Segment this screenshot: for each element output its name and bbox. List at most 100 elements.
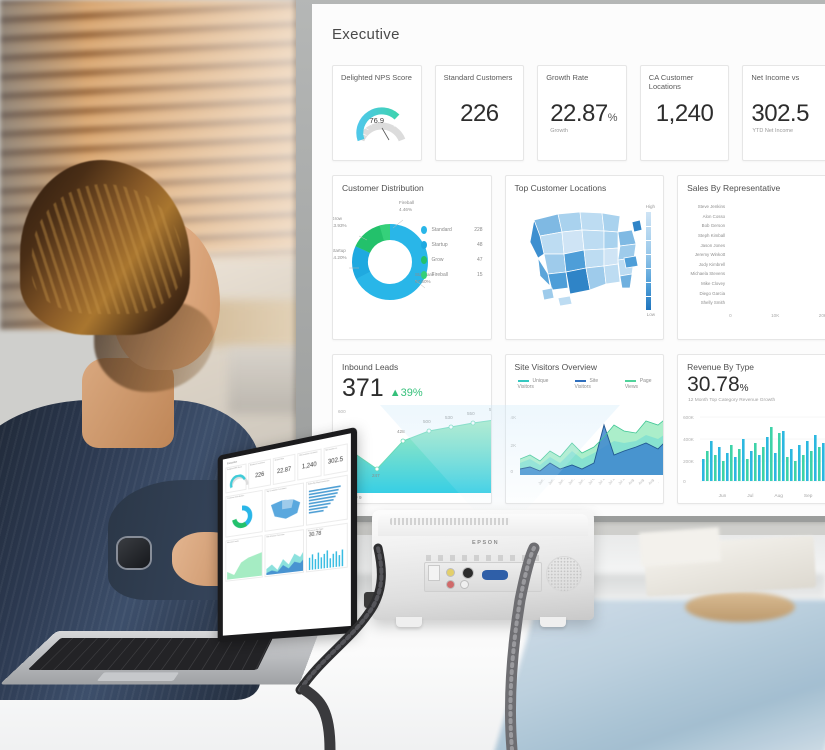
mini-bottom-row: Inbound Leads Site Visitors Overview (225, 522, 348, 582)
kpi-label: Net Income vs (751, 73, 800, 82)
x-tick: 10K (771, 313, 780, 318)
y-tick: 0 (510, 469, 514, 474)
panel-inbound-leads[interactable]: Inbound Leads 371 ▲39% 600 (332, 354, 492, 504)
svg-text:Jul 20: Jul 20 (607, 479, 616, 486)
kpi-card-growth-rate[interactable]: Growth Rate 22.87% Growth (537, 65, 627, 161)
legend-label: Site Visitors (574, 378, 599, 390)
revenue-bar-chart (700, 416, 825, 482)
x-tick: Sep (803, 494, 813, 499)
projection-screen: Executive Delighted NPS Score (312, 4, 825, 516)
rca-audio-right-port[interactable] (446, 580, 455, 589)
mini-kpi-standard: Standard Customers 226 (248, 458, 271, 490)
legend-item: Fireball 15 (420, 271, 483, 279)
panel-revenue-by-type[interactable]: Revenue By Type 30.78% 12 Month Top Cate… (677, 354, 825, 504)
us-map-chart (528, 202, 646, 315)
legend-swatch-icon (420, 226, 427, 234)
mini-kpi-ca: CA Customer Locations 1,240 (297, 448, 322, 481)
bar-label: Mike Clovey (701, 281, 726, 287)
bar-label: Jeremy Winkott (694, 252, 726, 258)
projector-power-connector[interactable] (364, 592, 378, 608)
svg-text:Jun 1: Jun 1 (537, 479, 546, 486)
panel-title: Revenue By Type (687, 362, 755, 372)
paper-sheet (638, 527, 722, 567)
kpi-number: 22.87 (550, 100, 608, 127)
inbound-leads-value: 371 ▲39% (333, 372, 491, 403)
mini-kpi-label: Growth Rate (274, 457, 284, 462)
usb-port[interactable] (428, 565, 440, 581)
legend-item: Site Visitors (574, 378, 613, 390)
vga-port[interactable] (482, 570, 508, 580)
panel-site-visitors[interactable]: Site Visitors Overview Unique Visitors S… (504, 354, 665, 504)
bar-x-axis: 0 10K 20K (729, 313, 825, 318)
svg-text:Aug 3: Aug 3 (627, 479, 636, 486)
bar-label: Jason Jones (700, 242, 726, 248)
bar-row: Diego Garcia (686, 288, 825, 298)
kpi-card-standard-customers[interactable]: Standard Customers 226 (434, 65, 525, 161)
mini-middle-row: Customer Distribution Top Customer Locat… (225, 474, 348, 538)
map-legend-high-label: High (645, 204, 656, 209)
rca-video-port[interactable] (446, 568, 455, 577)
bar-row: Steph Kimball (686, 231, 825, 241)
delta-badge: ▲39% (389, 387, 423, 399)
mini-panel-visitors: Site Visitors Overview (264, 529, 305, 578)
revenue-x-axis: Jun Jul Aug Sep (708, 494, 823, 499)
legend-swatch-icon (574, 379, 586, 382)
svg-text:Jul 27: Jul 27 (617, 479, 626, 486)
panel-top-customer-locations[interactable]: Top Customer Locations (504, 175, 665, 340)
mini-panel-map: Top Customer Locations (264, 482, 305, 532)
point-label: 550 (467, 411, 475, 416)
svideo-port[interactable] (462, 567, 474, 579)
mini-kpi-value: 22.87 (276, 466, 292, 476)
projector: EPSON (364, 510, 594, 627)
bar-row: Jody Kimbrell (686, 260, 825, 270)
panel-sales-by-representative[interactable]: Sales By Representative Steve Jenkins Al… (677, 175, 825, 340)
mini-kpi-value: 226 (255, 471, 265, 480)
mini-panel-title: Inbound Leads (227, 540, 239, 545)
panel-title: Site Visitors Overview (514, 362, 598, 372)
point-label: 530 (445, 415, 453, 420)
mini-kpi-label: Delighted NPS Score (227, 466, 242, 471)
site-visitors-x-axis: Jun 1 Jun 8 Jun 15 Jun 22 Jun 29 Jul 6 J… (536, 479, 659, 501)
bar-label: Michaela Stevens (690, 271, 726, 277)
sales-bar-chart: Steve Jenkins Alon Cosso Bob Gerson Step… (686, 202, 825, 308)
laptop-trackpad[interactable] (96, 672, 180, 681)
point-label: 247 (372, 473, 380, 478)
kpi-value: 1,240 (655, 100, 714, 127)
rca-audio-left-port[interactable] (460, 580, 469, 589)
donut-chart (337, 196, 443, 321)
svg-text:Aug 17: Aug 17 (647, 479, 657, 486)
laptop-lid: Executive Delighted NPS Score Standard C… (217, 426, 358, 643)
legend-label: Grow (431, 257, 444, 263)
kpi-card-net-income[interactable]: Net Income vs 302.5 YTD Net Income (742, 65, 825, 161)
projector-speaker (546, 556, 582, 592)
legend-label: Fireball (431, 272, 448, 278)
kpi-card-nps[interactable]: Delighted NPS Score (332, 65, 422, 161)
bar-row: Jeremy Winkott (686, 250, 825, 260)
map-legend-low-label: Low (646, 312, 656, 317)
kpi-value: 302.5 (751, 100, 809, 127)
x-tick: Jul (747, 494, 754, 499)
svg-text:Jun 8: Jun 8 (547, 479, 556, 486)
x-tick: 20K (818, 313, 825, 318)
revenue-subtitle: 12 Month Top Category Revenue Growth (688, 398, 776, 403)
gauge-icon (333, 90, 421, 160)
wristwatch (118, 538, 150, 568)
value-unit: % (739, 383, 749, 394)
donut-legend: Standard 228 Startup 48 Grow 47 Fireball 15 (420, 226, 483, 286)
svg-text:Aug 10: Aug 10 (637, 479, 647, 486)
bar-row: Michaela Stevens (686, 269, 825, 279)
panel-customer-distribution[interactable]: Customer Distribution (332, 175, 492, 340)
svg-text:Aug 24: Aug 24 (657, 479, 659, 486)
bar-label: Alon Cosso (702, 213, 726, 219)
projector-vent (390, 518, 510, 525)
y-tick: 400K (683, 437, 694, 442)
mini-panel-leads: Inbound Leads (225, 535, 263, 582)
legend-label: Startup (431, 242, 448, 248)
kpi-card-ca-locations[interactable]: CA Customer Locations 1,240 (639, 65, 730, 161)
page-title: Executive (332, 26, 400, 43)
legend-item: Startup 48 (420, 241, 483, 249)
bar-label: Bob Gerson (701, 223, 726, 229)
bar-row: Steve Jenkins (686, 202, 825, 212)
laptop-keyboard[interactable] (27, 637, 273, 670)
